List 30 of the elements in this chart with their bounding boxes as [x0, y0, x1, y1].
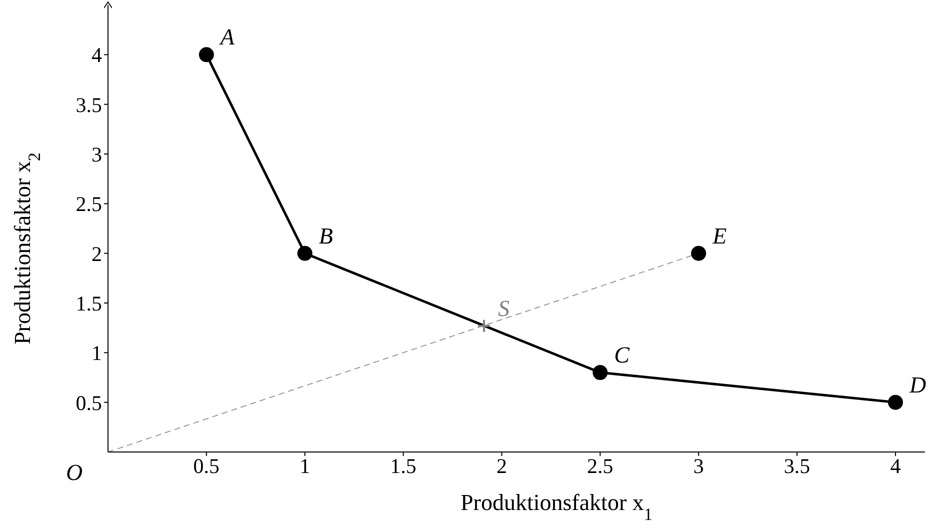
x-tick-label: 2.5 [587, 454, 614, 478]
x-tick-label: 3.5 [784, 454, 810, 478]
y-tick-label: 1 [92, 341, 102, 366]
x-tick-label: 2 [496, 454, 507, 478]
x-tick-label: 0.5 [193, 454, 220, 478]
x-tick-label: 1 [300, 454, 310, 478]
annotation: D [908, 372, 926, 398]
y-tick-label: 4 [92, 43, 102, 68]
x-tick-label: 4 [890, 454, 902, 478]
y-tick-label: 3.5 [76, 92, 102, 117]
x-axis-title: Produktionsfaktor x$_{1}$ [460, 490, 652, 524]
point [477, 318, 492, 333]
x-tick-label: 1.5 [390, 454, 416, 478]
y-tick-label: 2 [92, 242, 102, 266]
point [691, 246, 706, 261]
y-tick-label: 3 [92, 142, 102, 166]
point [888, 394, 903, 410]
annotation: B [318, 223, 333, 248]
text: O [66, 460, 83, 486]
y-tick-label: 1.5 [76, 291, 102, 316]
annotation: S [498, 296, 510, 321]
y-tick-label: 2.5 [76, 192, 102, 216]
x-tick-label: 3 [693, 454, 704, 478]
annotation: C [614, 342, 630, 368]
point [297, 246, 312, 261]
annotation: A [218, 24, 236, 50]
point [198, 47, 214, 62]
point [592, 365, 608, 380]
annotation: E [712, 223, 727, 248]
y-tick-label: 0.5 [76, 390, 102, 415]
